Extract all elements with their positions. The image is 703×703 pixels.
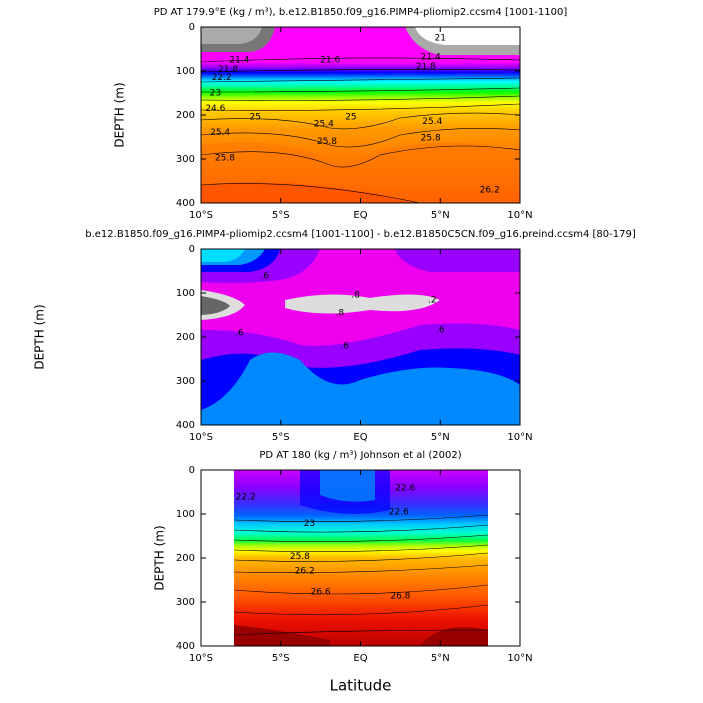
contour-label: 22.6 <box>395 484 415 494</box>
contour-label: 23 <box>304 519 315 529</box>
fill-layer <box>201 249 520 425</box>
contour-label: 21.6 <box>320 56 340 66</box>
contour-label: 21.4 <box>421 52 441 62</box>
x-tick-label: EQ <box>353 210 367 221</box>
fill-layer <box>201 27 520 203</box>
y-axis-label: DEPTH (m) <box>153 525 167 590</box>
y-tick-label: 200 <box>176 110 195 121</box>
contour-label: 25 <box>345 113 356 123</box>
contour-label: 21 <box>435 34 446 44</box>
contour-label: .8 <box>351 291 360 301</box>
y-axis-label: DEPTH (m) <box>33 304 47 369</box>
y-tick-label: 300 <box>176 597 195 608</box>
x-tick-label: 5°S <box>272 432 290 443</box>
y-axis-label: DEPTH (m) <box>113 82 127 147</box>
y-tick-label: 300 <box>176 376 195 387</box>
contour-label: 22.6 <box>389 507 409 517</box>
contour-label: 25.8 <box>215 154 235 164</box>
x-tick-label: 10°N <box>507 432 532 443</box>
y-tick-label: 0 <box>189 244 195 255</box>
y-tick-label: 100 <box>176 509 195 520</box>
contour-label: 21.8 <box>416 62 436 72</box>
contour-label: 22.2 <box>236 492 256 502</box>
contour-label: 25.4 <box>210 128 230 138</box>
contour-label: 23 <box>210 89 221 99</box>
fill-layer <box>234 470 488 646</box>
contour-label: .8 <box>335 308 344 318</box>
contour-label: 25.4 <box>422 117 442 127</box>
contour-label: 24.6 <box>205 104 225 114</box>
x-tick-label: EQ <box>353 432 367 443</box>
y-tick-label: 0 <box>189 465 195 476</box>
contour-label: 25.8 <box>317 137 337 147</box>
x-tick-label: 5°N <box>431 210 450 221</box>
contour-label: 26.2 <box>480 185 500 195</box>
y-tick-label: 400 <box>176 420 195 431</box>
x-tick-label: 10°S <box>189 432 213 443</box>
chart-title: b.e12.B1850.f09_g16.PIMP4-pliomip2.ccsm4… <box>85 229 636 240</box>
x-tick-label: 10°N <box>507 210 532 221</box>
contour-label: .2 <box>428 296 437 306</box>
contour-label: 26.8 <box>390 591 410 601</box>
contour-label: 21.8 <box>218 65 238 75</box>
contour-label: 22.2 <box>212 73 232 83</box>
contour-label: 26.2 <box>295 567 315 577</box>
x-tick-label: 10°N <box>507 653 532 664</box>
contour-label: 25 <box>250 113 261 123</box>
contour-label: 25.8 <box>290 552 310 562</box>
x-tick-label: 10°S <box>189 653 213 664</box>
x-tick-label: 5°S <box>272 653 290 664</box>
x-tick-label: 5°S <box>272 210 290 221</box>
x-axis-label: Latitude <box>330 677 392 695</box>
contour-label: .6 <box>340 341 349 351</box>
contour-label: 25.8 <box>421 133 441 143</box>
x-tick-label: 10°S <box>189 210 213 221</box>
x-tick-label: 5°N <box>431 653 450 664</box>
y-tick-label: 200 <box>176 332 195 343</box>
contour-label: .6 <box>436 325 445 335</box>
contour-label: 25.4 <box>314 119 334 129</box>
y-tick-label: 100 <box>176 288 195 299</box>
y-tick-label: 400 <box>176 641 195 652</box>
y-tick-label: 300 <box>176 154 195 165</box>
contour-label: .6 <box>261 271 270 281</box>
y-tick-label: 400 <box>176 198 195 209</box>
x-tick-label: EQ <box>353 653 367 664</box>
y-tick-label: 200 <box>176 553 195 564</box>
x-tick-label: 5°N <box>431 432 450 443</box>
contour-label: 21.4 <box>229 56 249 66</box>
contour-label: .6 <box>235 329 244 339</box>
y-tick-label: 0 <box>189 22 195 33</box>
chart-title: PD AT 180 (kg / m³) Johnson et al (2002) <box>259 450 461 461</box>
contour-label: 26.6 <box>311 587 331 597</box>
y-tick-label: 100 <box>176 66 195 77</box>
chart-title: PD AT 179.9°E (kg / m³), b.e12.B1850.f09… <box>154 7 568 18</box>
